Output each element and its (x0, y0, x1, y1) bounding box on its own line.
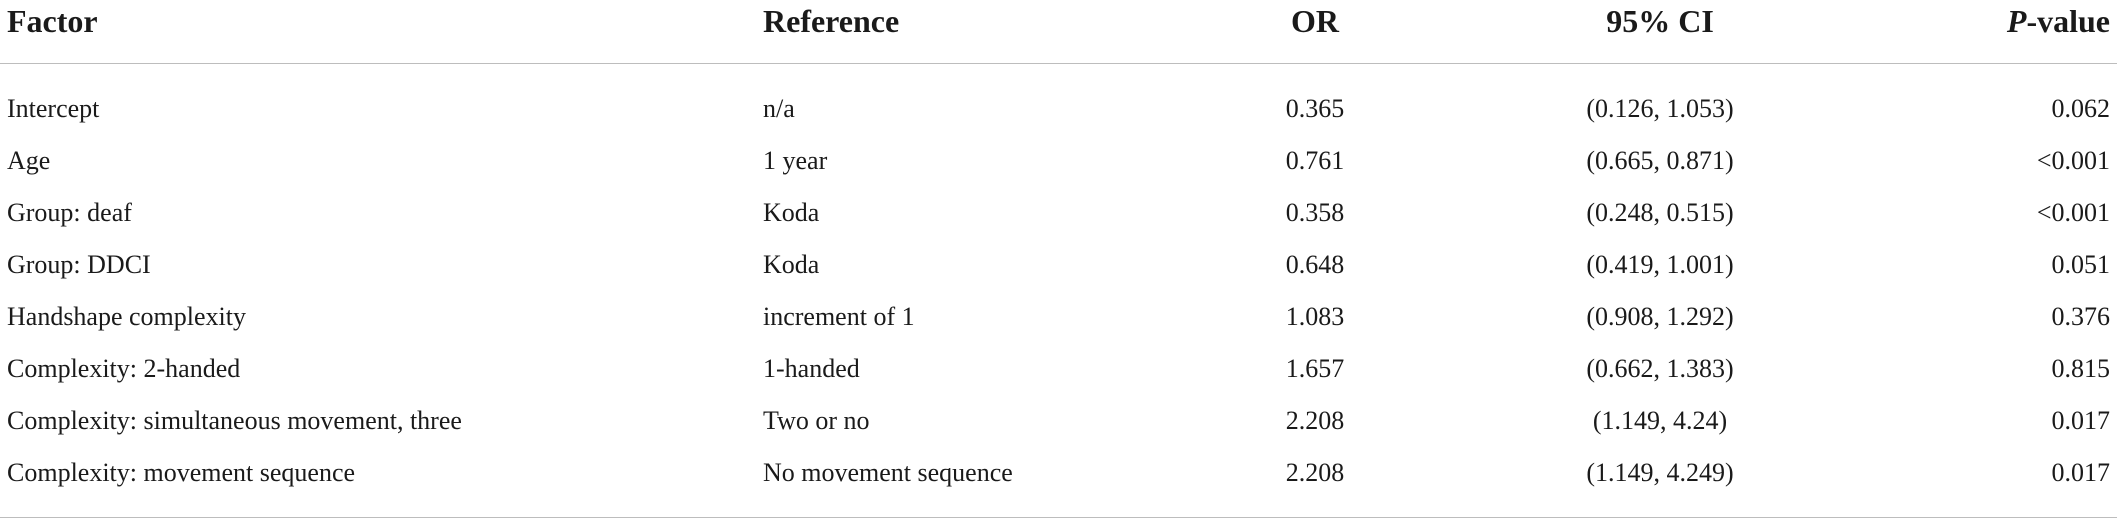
body-cell: Age (7, 135, 757, 187)
body-cell-text: (0.126, 1.053) (1586, 94, 1734, 123)
body-cell-text: Two or no (763, 406, 870, 435)
body-cell-text: 0.017 (2051, 406, 2111, 435)
body-cell: 0.761 (1150, 135, 1480, 187)
body-cell: 1.657 (1150, 343, 1480, 395)
body-cell: No movement sequence (763, 447, 1153, 499)
body-cell: (0.662, 1.383) (1480, 343, 1840, 395)
body-cell-text: (1.149, 4.249) (1586, 458, 1734, 487)
body-cell-text: (0.908, 1.292) (1586, 302, 1734, 331)
body-cell: 0.051 (1840, 239, 2111, 291)
body-cell: 2.208 (1150, 395, 1480, 447)
body-cell: Complexity: movement sequence (7, 447, 757, 499)
body-cell: 0.017 (1840, 395, 2111, 447)
body-cell: (1.149, 4.24) (1480, 395, 1840, 447)
body-cell: 0.815 (1840, 343, 2111, 395)
body-cell-text: Intercept (7, 94, 100, 123)
body-cell-text: No movement sequence (763, 458, 1013, 487)
header-rule (0, 63, 2117, 64)
header-cell: Factor (7, 0, 757, 42)
body-cell: 1 year (763, 135, 1153, 187)
body-cell-text: 2.208 (1285, 406, 1345, 435)
body-cell: Koda (763, 187, 1153, 239)
body-cell: increment of 1 (763, 291, 1153, 343)
body-cell-text: (0.419, 1.001) (1586, 250, 1734, 279)
body-cell: Complexity: simultaneous movement, three (7, 395, 757, 447)
body-cell-text: (0.665, 0.871) (1586, 146, 1734, 175)
body-cell-text: Group: DDCI (7, 250, 151, 279)
body-cell-text: Koda (763, 250, 820, 279)
body-cell-text: Age (7, 146, 51, 175)
body-cell-text: 0.648 (1285, 250, 1345, 279)
body-cell-text: 1-handed (763, 354, 860, 383)
body-cell-text: 0.815 (2051, 354, 2111, 383)
body-cell-text: n/a (763, 94, 795, 123)
header-cell: OR (1150, 0, 1480, 42)
body-cell-text: increment of 1 (763, 302, 915, 331)
body-cell: <0.001 (1840, 135, 2110, 187)
body-cell: <0.001 (1840, 187, 2110, 239)
body-cell-text: Group: deaf (7, 198, 132, 227)
body-cell: (1.149, 4.249) (1480, 447, 1840, 499)
header-cell-text: Factor (7, 2, 98, 39)
header-cell: P-value (1840, 0, 2110, 42)
body-cell-text: Koda (763, 198, 820, 227)
body-cell-text: 0.062 (2051, 94, 2111, 123)
body-cell-text: 1 year (763, 146, 828, 175)
header-cell-text: P-value (2006, 2, 2110, 39)
body-cell: 0.376 (1840, 291, 2111, 343)
body-cell: 0.648 (1150, 239, 1480, 291)
body-cell-text: 0.365 (1285, 94, 1345, 123)
body-cell-text: (0.248, 0.515) (1586, 198, 1734, 227)
header-cell: Reference (763, 0, 1153, 42)
body-cell-text: 1.657 (1285, 354, 1345, 383)
body-cell: Two or no (763, 395, 1153, 447)
body-cell-text: 0.761 (1285, 146, 1345, 175)
body-cell: Intercept (7, 83, 757, 135)
body-cell: Koda (763, 239, 1153, 291)
header-cell-text: OR (1291, 2, 1339, 39)
body-cell-text: 0.376 (2051, 302, 2111, 331)
body-cell: 2.208 (1150, 447, 1480, 499)
body-cell-text: <0.001 (2036, 198, 2110, 227)
body-cell: (0.419, 1.001) (1480, 239, 1840, 291)
body-cell-text: 2.208 (1285, 458, 1345, 487)
body-cell: 0.017 (1840, 447, 2111, 499)
header-cell-text: 95% CI (1606, 2, 1714, 39)
bottom-rule (0, 517, 2117, 518)
body-cell-text: Handshape complexity (7, 302, 246, 331)
body-cell: 1.083 (1150, 291, 1480, 343)
body-cell-text: <0.001 (2036, 146, 2110, 175)
body-cell-text: 0.017 (2051, 458, 2111, 487)
header-cell: 95% CI (1480, 0, 1840, 42)
body-cell: Group: deaf (7, 187, 757, 239)
body-cell-text: Complexity: movement sequence (7, 458, 356, 487)
body-cell: 0.358 (1150, 187, 1480, 239)
body-cell: (0.126, 1.053) (1480, 83, 1840, 135)
body-cell: Handshape complexity (7, 291, 757, 343)
body-cell: (0.248, 0.515) (1480, 187, 1840, 239)
body-cell: n/a (763, 83, 1153, 135)
body-cell-text: (0.662, 1.383) (1586, 354, 1734, 383)
body-cell-text: Complexity: 2-handed (7, 354, 241, 383)
body-cell: 0.365 (1150, 83, 1480, 135)
body-cell: 1-handed (763, 343, 1153, 395)
body-cell-text: 1.083 (1285, 302, 1345, 331)
body-cell-text: 0.358 (1285, 198, 1345, 227)
body-cell-text: 0.051 (2051, 250, 2111, 279)
body-cell: (0.908, 1.292) (1480, 291, 1840, 343)
body-cell: Complexity: 2-handed (7, 343, 757, 395)
body-cell-text: Complexity: simultaneous movement, three (7, 406, 462, 435)
body-cell: Group: DDCI (7, 239, 757, 291)
body-cell: 0.062 (1840, 83, 2111, 135)
header-cell-text: Reference (763, 2, 900, 39)
body-cell-text: (1.149, 4.24) (1592, 406, 1728, 435)
body-cell: (0.665, 0.871) (1480, 135, 1840, 187)
